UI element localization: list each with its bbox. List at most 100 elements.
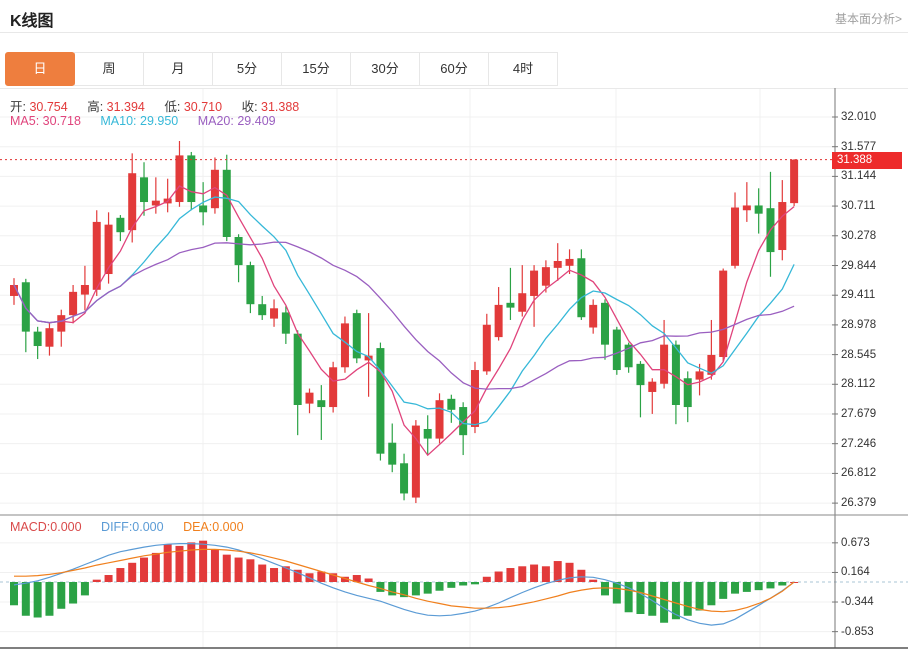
candle-up — [470, 370, 479, 427]
open-value: 30.754 — [29, 100, 68, 114]
candle-down — [352, 313, 361, 359]
fundamental-analysis-link[interactable]: 基本面分析> — [834, 12, 902, 26]
candle-down — [281, 312, 290, 334]
macd-bar — [388, 582, 397, 596]
candle-up — [541, 267, 550, 286]
price-tick-label: 27.679 — [841, 407, 877, 420]
candle-up — [518, 293, 527, 312]
price-tick-label: 26.379 — [841, 497, 877, 510]
candle-up — [364, 355, 373, 361]
tab-min15[interactable]: 15分 — [281, 52, 351, 86]
macd-bar — [317, 571, 326, 582]
macd-bar — [222, 554, 231, 582]
macd-bar — [116, 568, 125, 582]
macd-bar — [707, 582, 716, 606]
macd-bar — [506, 568, 515, 582]
high-label: 高: — [87, 100, 104, 114]
macd-bar — [411, 582, 420, 596]
candle-down — [246, 265, 255, 305]
chart-canvas — [0, 88, 908, 649]
candle-down — [376, 348, 385, 454]
macd-readout: MACD:0.000 DIFF:0.000 DEA:0.000 — [10, 520, 260, 534]
macd-bar — [21, 582, 30, 616]
price-tick-label: 28.545 — [841, 348, 877, 361]
macd-bar — [660, 582, 669, 623]
macd-bar — [601, 582, 609, 596]
macd-label: MACD: — [10, 520, 51, 534]
macd-bar — [778, 582, 787, 586]
macd-bar — [447, 582, 456, 588]
macd-tick-label: 0.673 — [841, 536, 870, 549]
candle-up — [494, 304, 503, 338]
candle-up — [565, 258, 574, 266]
candle-down — [636, 363, 645, 386]
macd-bar — [482, 576, 491, 582]
macd-bar — [719, 582, 728, 599]
candle-down — [577, 258, 586, 318]
macd-bar — [10, 582, 18, 606]
ma10-value: 29.950 — [140, 114, 179, 128]
ma10-label: MA10: — [100, 114, 137, 128]
tab-min5[interactable]: 5分 — [212, 52, 282, 86]
close-value: 31.388 — [261, 100, 300, 114]
candle-down — [400, 463, 409, 494]
macd-bar — [281, 566, 290, 582]
price-tick-label: 32.010 — [841, 111, 877, 123]
candle-down — [612, 329, 621, 371]
macd-bar — [683, 582, 692, 616]
dea-line — [14, 548, 795, 613]
ma5-value: 30.718 — [42, 114, 81, 128]
candle-up — [329, 367, 338, 408]
macd-bar — [234, 557, 243, 582]
macd-bar — [33, 582, 42, 618]
candle-up — [175, 155, 184, 203]
price-tick-label: 30.711 — [841, 200, 876, 213]
price-tick-label: 28.978 — [841, 318, 877, 331]
ma10-line — [13, 196, 795, 426]
tab-day[interactable]: 日 — [5, 52, 75, 86]
macd-bar — [435, 582, 444, 591]
macd-bar — [636, 582, 645, 615]
tab-week[interactable]: 周 — [74, 52, 144, 86]
diff-line — [13, 543, 795, 626]
candle-up — [305, 392, 314, 404]
macd-bar — [470, 582, 479, 585]
kline-chart[interactable]: 开: 30.754 高: 31.394 低: 30.710 收: 31.388 … — [0, 88, 908, 649]
macd-bar — [612, 582, 621, 604]
candle-up — [482, 324, 491, 372]
macd-bar — [541, 566, 550, 582]
macd-bar — [648, 582, 657, 616]
candle-up — [80, 284, 89, 295]
candle-down — [116, 217, 125, 233]
macd-bar — [210, 549, 219, 582]
candle-up — [151, 200, 160, 206]
candle-down — [671, 344, 680, 405]
candle-down — [187, 155, 196, 203]
ma20-value: 29.409 — [237, 114, 276, 128]
dea-label: DEA: — [183, 520, 213, 534]
candle-down — [624, 344, 633, 368]
candle-up — [10, 284, 18, 296]
tab-min60[interactable]: 60分 — [419, 52, 489, 86]
macd-bar — [742, 582, 751, 592]
candle-up — [45, 328, 54, 347]
low-label: 低: — [164, 100, 181, 114]
macd-bar — [352, 575, 361, 582]
macd-bar — [175, 545, 184, 582]
candle-down — [447, 398, 456, 410]
price-tick-label: 31.577 — [841, 140, 877, 153]
candle-up — [648, 381, 657, 392]
tab-month[interactable]: 月 — [143, 52, 213, 86]
page-title: K线图 — [10, 13, 54, 30]
tab-min30[interactable]: 30分 — [350, 52, 420, 86]
ma20-line — [13, 241, 795, 390]
macd-bar — [459, 582, 468, 586]
candle-down — [234, 236, 243, 266]
candle-down — [293, 333, 302, 405]
candle-up — [340, 323, 349, 368]
price-tick-label: 29.844 — [841, 259, 877, 272]
macd-bar — [565, 562, 574, 582]
macd-bar — [128, 562, 137, 582]
tab-hour4[interactable]: 4时 — [488, 52, 558, 86]
